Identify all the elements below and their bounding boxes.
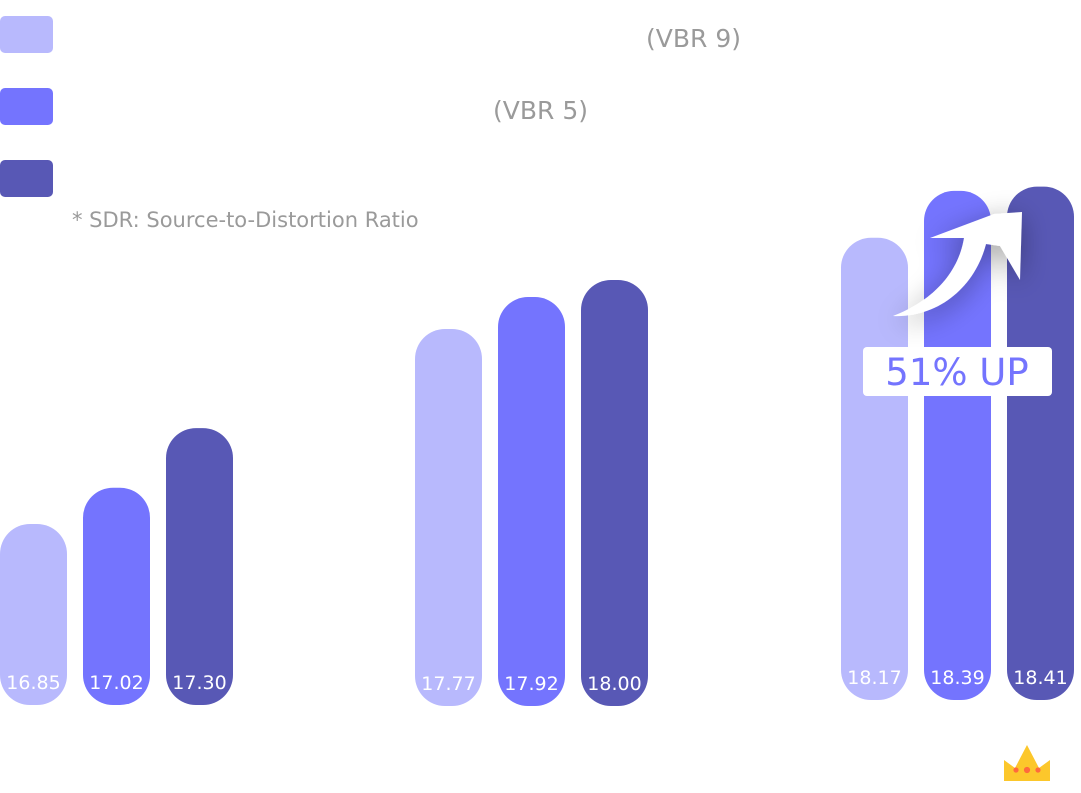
callout-box bbox=[863, 347, 1052, 396]
up-arrow-icon bbox=[893, 212, 1022, 317]
callout-text: 51% UP bbox=[885, 351, 1028, 394]
bar-value-label-group-3-series-3: 18.41 bbox=[1013, 667, 1067, 689]
bar-group-2-series-1 bbox=[415, 328, 482, 706]
bar-group-3-series-3 bbox=[1007, 186, 1074, 701]
legend-entry-series-1: (VBR 9) bbox=[646, 24, 741, 53]
bar-group-3-series-1 bbox=[841, 237, 908, 701]
legend-swatch-series-1 bbox=[0, 16, 53, 53]
bar-value-label-group-2-series-2: 17.92 bbox=[504, 673, 558, 695]
bar-value-label-group-3-series-1: 18.17 bbox=[847, 667, 901, 689]
legend-swatch-series-3 bbox=[0, 160, 53, 197]
legend-entry-series-2: (VBR 5) bbox=[493, 96, 588, 125]
bar-value-label-group-1-series-1: 16.85 bbox=[6, 672, 60, 694]
bar-value-label-group-1-series-2: 17.02 bbox=[89, 672, 143, 694]
bar-group-1-series-1 bbox=[0, 523, 67, 705]
legend: (VBR 9) (VBR 5) * SDR: Source-to-Distort… bbox=[0, 16, 741, 232]
bar-value-label-group-2-series-3: 18.00 bbox=[587, 673, 641, 695]
bars: 16.85 17.02 17.30 17.77 17.92 18.00 18.17 18.39… bbox=[0, 186, 1074, 706]
bar-group-3-series-2 bbox=[924, 190, 991, 700]
bar-group-2-series-3 bbox=[581, 280, 648, 706]
crown-icon bbox=[1004, 745, 1050, 781]
bar-group-1-series-2 bbox=[83, 487, 150, 705]
legend-swatch-series-2 bbox=[0, 88, 53, 125]
bar-group-2-series-2 bbox=[498, 297, 565, 706]
improvement-callout: 51% UP bbox=[863, 212, 1052, 396]
footnote: * SDR: Source-to-Distortion Ratio bbox=[72, 208, 419, 232]
bar-value-label-group-1-series-3: 17.30 bbox=[172, 672, 226, 694]
bar-group-1-series-3 bbox=[166, 428, 233, 705]
bar-value-label-group-3-series-2: 18.39 bbox=[930, 667, 984, 689]
bar-value-label-group-2-series-1: 17.77 bbox=[421, 673, 475, 695]
